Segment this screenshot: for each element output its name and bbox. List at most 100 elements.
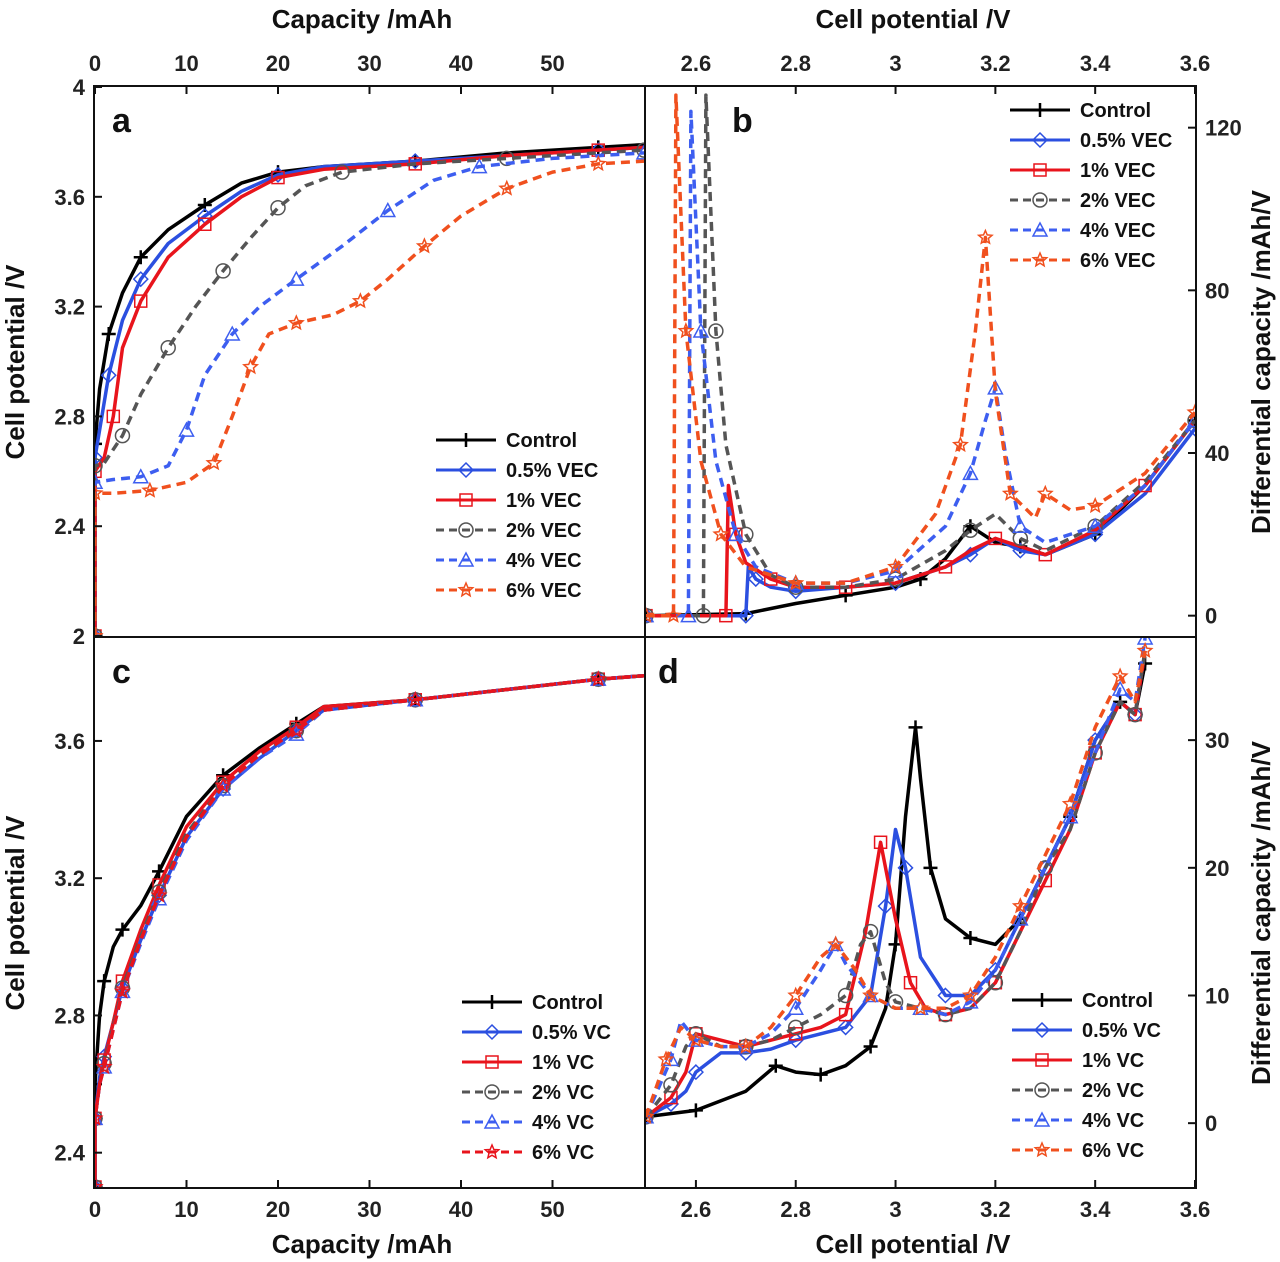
panel-c-data-point	[406, 690, 424, 707]
panel-d-data-point	[837, 1019, 854, 1036]
panel-d-data-point	[923, 860, 938, 875]
panel-b-data-point	[646, 606, 655, 623]
panel-a-data-point	[100, 367, 117, 384]
legend-entry: Control	[1082, 990, 1153, 1012]
panel-d-data-point	[657, 1050, 675, 1067]
bottom-left-axis-title: Capacity /mAh	[272, 1229, 453, 1259]
y-tick-label: 3.2	[54, 295, 85, 320]
y-tick-label: 0	[1205, 604, 1217, 629]
panel-b-data-point	[787, 574, 805, 591]
panel-b-data-point	[962, 522, 979, 539]
legend-entry: 2% VEC	[506, 520, 582, 542]
panel-d-plot	[646, 638, 1154, 1125]
y-tick-label: 2.4	[54, 1141, 85, 1166]
panel-d-data-point	[963, 931, 978, 946]
panel-b-data-point	[1186, 411, 1195, 428]
panel-d-data-point	[1061, 795, 1079, 812]
panel-b-data-point	[737, 607, 754, 624]
panel-c-data-point	[214, 776, 232, 793]
x-tick-label: 10	[174, 51, 198, 76]
panel-a-data-point	[271, 170, 285, 185]
panel-d-data-point	[646, 1109, 654, 1125]
panel-b-data-point	[747, 571, 764, 588]
legend-swatch-marker	[1033, 163, 1047, 177]
panel-d-data-point	[863, 1039, 878, 1054]
bottom-right-axis-title: Cell potential /V	[815, 1229, 1011, 1259]
legend-swatch-marker	[458, 522, 474, 538]
legend-entry: 2% VC	[532, 1082, 594, 1104]
panel-d-data-point	[827, 935, 844, 952]
panel-a-data-point	[215, 263, 231, 279]
legend-entry: 1% VEC	[1080, 160, 1156, 182]
panel-b-data-point	[1038, 547, 1053, 562]
x-tick-label: 3	[889, 1197, 901, 1222]
panel-b-series-line	[646, 93, 1195, 618]
panel-d-data-point	[646, 1107, 655, 1124]
panel-d-data-point	[1061, 808, 1079, 824]
legend-swatch-marker	[1031, 251, 1049, 268]
panel-c-data-point	[95, 1057, 113, 1075]
panel-b-data-point	[988, 531, 1003, 546]
legend-entry: 1% VC	[1082, 1050, 1144, 1072]
x-tick-label: 2.8	[780, 1197, 811, 1222]
panel-c-data-point	[589, 670, 607, 687]
panel-b-series-line	[646, 109, 1195, 618]
legend-entry: 6% VEC	[1080, 250, 1156, 272]
panel-a-data-point	[287, 314, 305, 331]
left-top-axis-title: Cell potential /V	[0, 264, 30, 460]
legend-entry: 0.5% VEC	[1080, 130, 1172, 152]
legend-entry: 4% VC	[532, 1112, 594, 1134]
panel-a-data-point	[288, 270, 305, 286]
panel-a-data-point	[270, 200, 286, 216]
panel-d-data-point	[862, 986, 879, 1003]
panel-a-data-point	[334, 164, 350, 180]
panel-d-data-point	[838, 1007, 853, 1022]
panel-a-data-point	[160, 340, 176, 356]
panel-b-data-point	[887, 557, 905, 575]
panel-a-data-point	[95, 458, 103, 474]
x-tick-label: 3.4	[1080, 51, 1111, 76]
legend-entry: Control	[532, 992, 603, 1014]
panel-d-data-point	[688, 1103, 703, 1118]
x-tick-label: 2.6	[681, 51, 712, 76]
legend-entry: 4% VC	[1082, 1110, 1144, 1132]
legend-entry: 0.5% VC	[532, 1022, 611, 1044]
legend-swatch-marker	[457, 551, 475, 567]
legend-entry: 6% VC	[1082, 1140, 1144, 1162]
panel-a-data-point	[106, 409, 121, 424]
panel-b-data-point	[708, 323, 724, 339]
panel-a-data-point	[407, 153, 424, 170]
panel-c-plot	[95, 670, 644, 1187]
panel-letter-d: d	[658, 653, 679, 691]
panel-b-data-point	[719, 608, 733, 623]
panel-d-data-point	[1111, 680, 1129, 696]
y-tick-label: 3.2	[54, 866, 85, 891]
panel-b-data-point	[1012, 517, 1029, 533]
panel-a-data-point	[351, 292, 369, 309]
panel-a-data-point	[242, 358, 260, 375]
x-tick-label: 50	[540, 51, 564, 76]
y-tick-label: 4	[73, 75, 86, 100]
panel-b-data-point	[1012, 530, 1029, 547]
legend-swatch-marker	[1034, 1082, 1050, 1098]
panel-c-series-line	[95, 673, 644, 1187]
y-tick-label: 2.4	[54, 514, 85, 539]
panel-a-series-line	[95, 159, 644, 636]
panel-d-data-point	[737, 1044, 754, 1062]
y-tick-label: 30	[1205, 728, 1229, 753]
y-tick-label: 40	[1205, 441, 1229, 466]
panel-d-data-point	[903, 975, 918, 990]
panel-d-data-point	[787, 999, 804, 1016]
panel-d-data-point	[1136, 641, 1154, 658]
x-tick-label: 50	[540, 1197, 564, 1222]
panel-d-data-point	[1011, 897, 1029, 914]
right-bottom-axis-title: Differential capacity /mAh/V	[1246, 740, 1276, 1085]
panel-c-data-point	[97, 974, 112, 989]
panel-c-data-point	[95, 1178, 104, 1187]
panel-d-data-point	[813, 1067, 828, 1082]
legend-swatch-marker	[485, 995, 499, 1009]
panel-d-data-point	[897, 859, 914, 876]
panel-b-data-point	[976, 228, 994, 245]
panel-d-data-point	[787, 1032, 804, 1049]
